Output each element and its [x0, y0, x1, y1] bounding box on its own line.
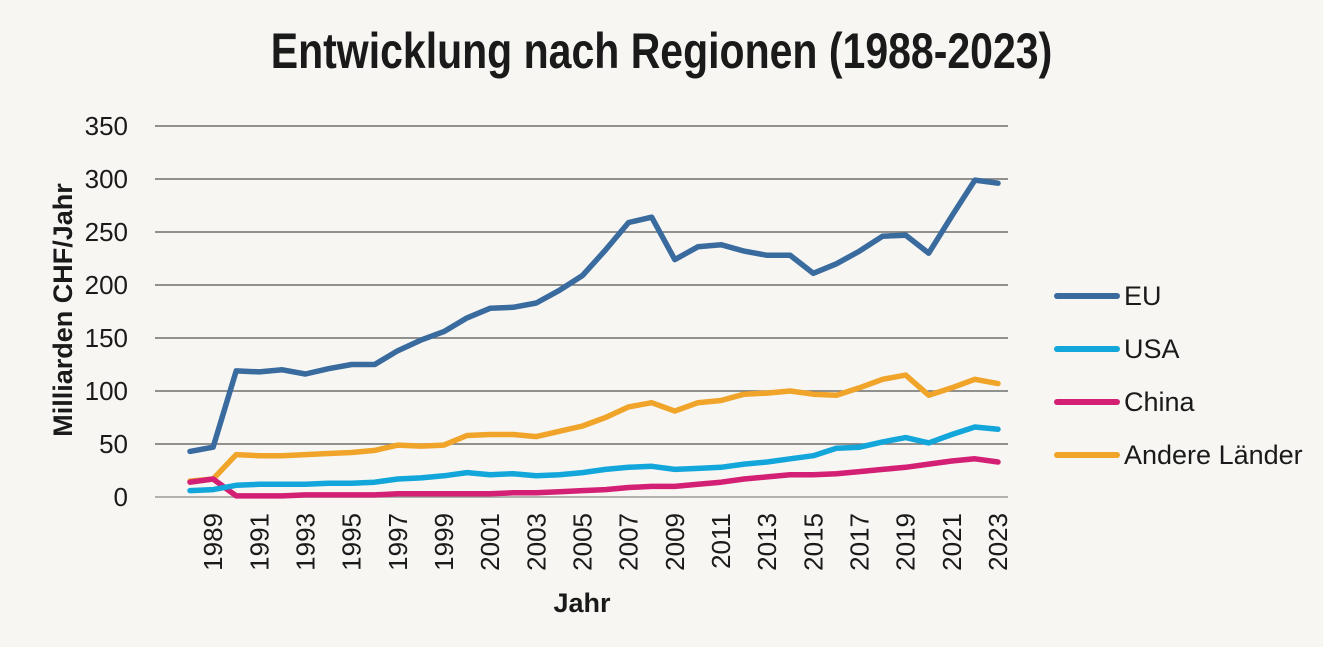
series-line-usa: [187, 424, 1001, 494]
x-tick-label: 2009: [660, 513, 690, 571]
x-tick-label: 1989: [198, 513, 228, 571]
x-tick-label: 2007: [614, 513, 644, 571]
x-tick-label: 1995: [337, 513, 367, 571]
legend-label: USA: [1124, 334, 1180, 364]
series-line-andere-l-nder: [187, 372, 1001, 484]
series-line-eu: [187, 177, 1001, 455]
x-axis-title: Jahr: [553, 588, 611, 618]
x-tick-label: 2005: [567, 513, 597, 571]
y-axis-ticks: 0 50 100 150 200 250 300 350: [85, 111, 128, 512]
y-tick-label: 0: [114, 482, 128, 512]
x-tick-label: 2015: [798, 513, 828, 571]
x-tick-label: 2001: [475, 513, 505, 571]
x-axis-ticks: 1989 1991 1993 1995 1997 1999 2001 2003 2005 2007…: [198, 513, 1013, 571]
y-tick-label: 350: [85, 111, 128, 141]
y-tick-label: 50: [99, 429, 128, 459]
x-tick-label: 2019: [891, 513, 921, 571]
series-line-china: [187, 456, 1001, 499]
legend-label: China: [1124, 387, 1196, 417]
x-tick-label: 1997: [383, 513, 413, 571]
legend-label: Andere Länder: [1124, 440, 1303, 470]
chart-title: Entwicklung nach Regionen (1988-2023): [270, 23, 1053, 79]
x-tick-label: 2011: [706, 513, 736, 569]
y-tick-label: 250: [85, 217, 128, 247]
y-tick-label: 300: [85, 164, 128, 194]
x-tick-label: 1993: [290, 513, 320, 571]
series-lines: [187, 177, 1001, 499]
legend-label: EU: [1124, 281, 1162, 311]
y-tick-label: 200: [85, 270, 128, 300]
x-tick-label: 2017: [844, 513, 874, 571]
x-tick-label: 2021: [937, 513, 967, 571]
y-axis-title: Milliarden CHF/Jahr: [48, 183, 78, 437]
y-tick-label: 100: [85, 376, 128, 406]
x-tick-label: 2003: [521, 513, 551, 571]
x-tick-label: 2013: [752, 513, 782, 571]
legend: EU USA China Andere Länder: [1054, 281, 1303, 470]
x-tick-label: 1991: [244, 513, 274, 571]
x-tick-label: 2023: [983, 513, 1013, 571]
x-tick-label: 1999: [429, 513, 459, 571]
y-tick-label: 150: [85, 323, 128, 353]
